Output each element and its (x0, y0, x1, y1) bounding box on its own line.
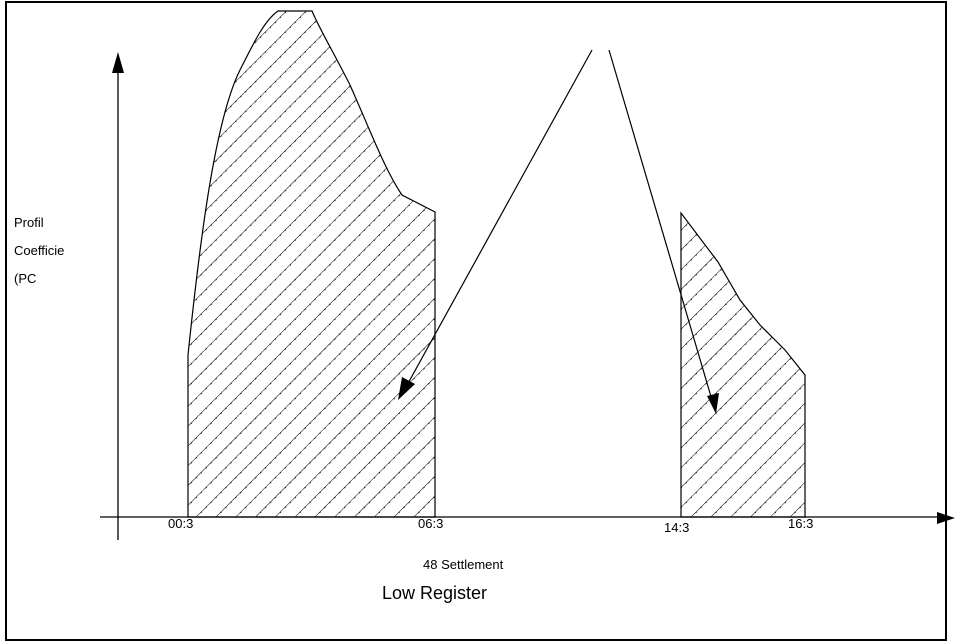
pointer-arrow-left-head (398, 377, 415, 400)
diagram-frame (5, 1, 947, 641)
pointer-arrow-right (608, 49, 713, 401)
y-axis-arrowhead (112, 52, 124, 73)
pointer-arrow-right-head (707, 393, 719, 414)
shaded-area-afternoon (680, 211, 806, 518)
pointer-arrow-left (405, 49, 593, 388)
caption-register: Low Register (382, 583, 487, 603)
y-axis-label-line2: Coefficie (14, 243, 64, 258)
x-tick-label: 06:3 (418, 516, 443, 531)
x-axis-arrowhead (937, 512, 955, 524)
shaded-area-morning (187, 10, 436, 518)
x-tick-label: 16:3 (788, 516, 813, 531)
x-tick-label: 14:3 (664, 520, 689, 535)
y-axis-label-line3: (PC (14, 271, 36, 286)
y-axis-label-line1: Profil (14, 215, 44, 230)
x-tick-label: 00:3 (168, 516, 193, 531)
caption-settlement: 48 Settlement (423, 557, 504, 572)
